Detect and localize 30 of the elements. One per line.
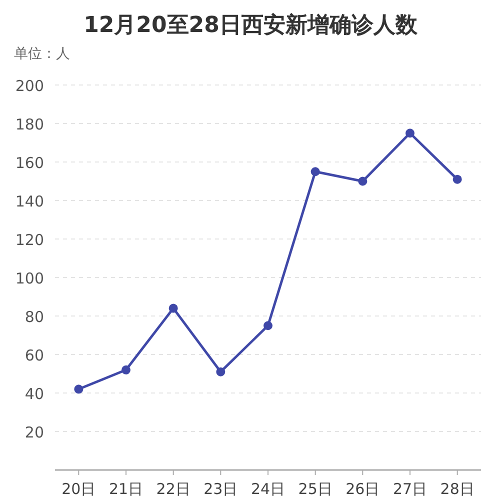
y-tick-label: 40 — [24, 385, 44, 403]
y-tick-label: 160 — [15, 154, 44, 172]
y-tick-label: 200 — [15, 77, 44, 95]
x-tick-label: 26日 — [346, 480, 380, 498]
x-tick-label: 27日 — [392, 480, 428, 498]
x-tick-label: 22日 — [156, 480, 190, 498]
y-tick-label: 100 — [15, 270, 44, 288]
point — [264, 321, 272, 330]
x-tick-label: 24日 — [250, 480, 286, 498]
x-tick-label: 28日 — [440, 480, 474, 498]
point — [74, 384, 84, 394]
y-axis-title: 单位：人 — [14, 46, 70, 62]
y-tick-label: 60 — [24, 346, 44, 364]
chart-title: 12月20至28日西安新增确诊人数 — [84, 12, 418, 38]
point — [216, 367, 226, 376]
x-tick-label: 23日 — [204, 480, 238, 498]
point — [406, 128, 414, 138]
x-tick-label: 25日 — [298, 480, 332, 498]
y-tick-label: 120 — [15, 231, 44, 249]
y-tick-label: 180 — [15, 116, 44, 134]
y-tick-label: 20 — [24, 424, 44, 442]
point — [358, 176, 368, 186]
point — [310, 167, 320, 176]
x-tick-label: 20日 — [62, 480, 96, 498]
point — [452, 174, 462, 184]
point — [168, 304, 178, 313]
x-tick-label: 21日 — [108, 480, 144, 498]
point — [122, 365, 130, 374]
y-tick-label: 140 — [15, 192, 44, 210]
y-tick-label: 80 — [24, 308, 44, 326]
